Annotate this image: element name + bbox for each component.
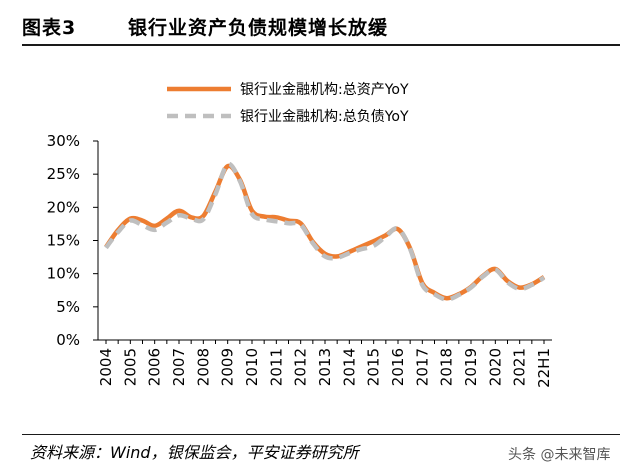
x-tick-label: 2009 xyxy=(219,348,237,386)
x-tick-label: 2007 xyxy=(170,348,188,386)
assets-yoy-line xyxy=(104,163,546,301)
x-tick-label: 2016 xyxy=(389,348,407,386)
header-rule xyxy=(22,44,620,46)
figure-label: 图表3 xyxy=(22,17,77,39)
x-tick-label: 2004 xyxy=(97,348,115,386)
footer-rule xyxy=(22,434,620,435)
legend-label: 银行业金融机构:总资产YoY xyxy=(240,82,409,98)
y-tick-label: 30% xyxy=(47,132,80,150)
liabilities-yoy-line xyxy=(104,161,546,302)
x-tick-label: 2021 xyxy=(511,348,529,386)
x-tick-label: 2010 xyxy=(243,348,261,386)
y-tick-label: 5% xyxy=(56,298,80,316)
x-tick-label: 2020 xyxy=(486,348,504,386)
x-tick-label: 2006 xyxy=(146,348,164,386)
figure-header: 图表3 银行业资产负债规模增长放缓 xyxy=(0,8,640,39)
x-tick-label: 2019 xyxy=(462,348,480,386)
x-tick-label: 22H1 xyxy=(535,348,553,388)
x-tick-label: 2008 xyxy=(194,348,212,386)
chart-axes: 0% 5% 10% 15% 20% 25% 30% 2004 2005 2006 2007 2008 2… xyxy=(47,132,553,388)
chart-series xyxy=(104,161,546,302)
x-tick-label: 2015 xyxy=(365,348,383,386)
watermark: 头条 @未来智库 xyxy=(508,447,611,463)
x-tick-label: 2018 xyxy=(438,348,456,386)
chart-legend: 银行业金融机构:总资产YoY 银行业金融机构:总负债YoY xyxy=(167,82,409,125)
y-tick-label: 25% xyxy=(47,165,80,183)
legend-label: 银行业金融机构:总负债YoY xyxy=(240,109,409,125)
source-note: 资料来源：Wind，银保监会，平安证券研究所 xyxy=(30,443,359,462)
y-tick-label: 0% xyxy=(56,331,80,349)
y-tick-label: 10% xyxy=(47,265,80,283)
x-tick-label: 2013 xyxy=(316,348,334,386)
y-tick-label: 15% xyxy=(47,232,80,250)
y-tick-label: 20% xyxy=(47,198,80,216)
figure-title: 银行业资产负债规模增长放缓 xyxy=(128,17,389,39)
x-tick-label: 2005 xyxy=(121,348,139,386)
x-tick-label: 2012 xyxy=(292,348,310,386)
x-tick-label: 2011 xyxy=(267,348,285,386)
x-tick-label: 2017 xyxy=(413,348,431,386)
x-tick-label: 2014 xyxy=(340,348,358,386)
